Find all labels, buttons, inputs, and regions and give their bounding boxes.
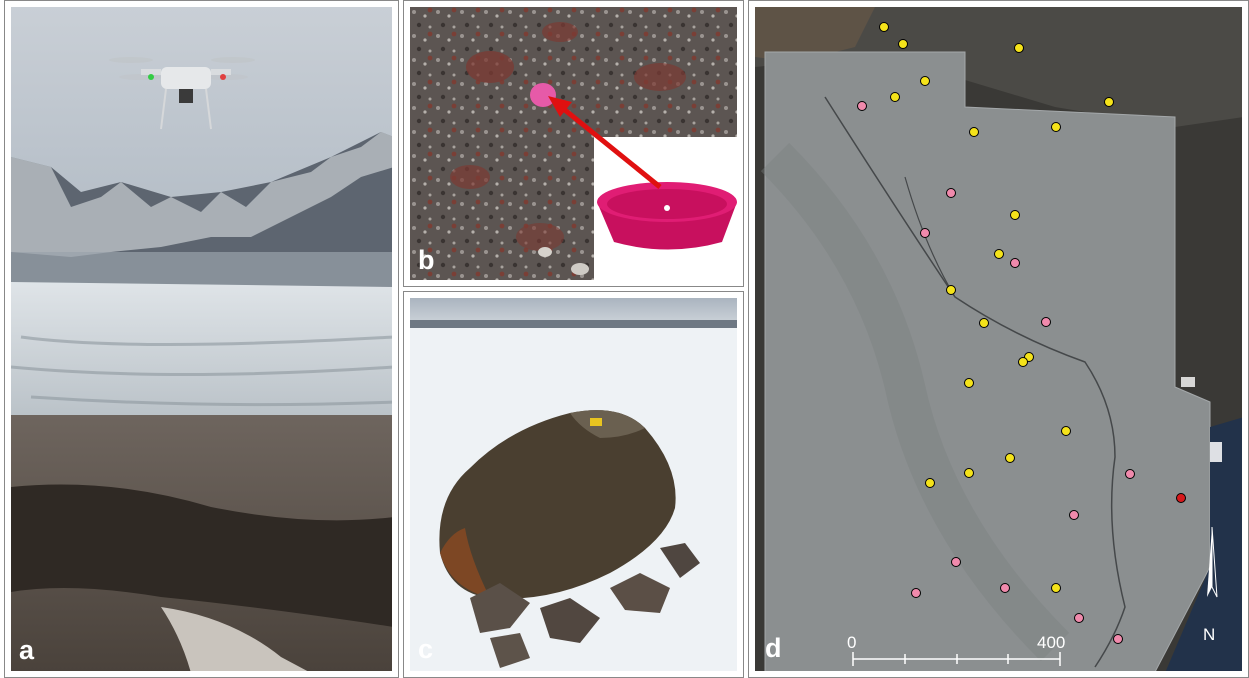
panel-label-d: d <box>765 633 782 663</box>
point-yellow <box>920 76 930 86</box>
point-yellow <box>946 285 956 295</box>
photo-drone-glacier: a <box>11 7 392 671</box>
point-yellow <box>1051 122 1061 132</box>
scale-bar <box>852 652 1061 666</box>
pink-points <box>857 101 1135 644</box>
point-pink <box>1074 613 1084 623</box>
ice-striations <box>11 335 392 407</box>
point-pink <box>1069 510 1079 520</box>
marker-photo-svg <box>410 7 737 280</box>
target-marker <box>530 83 556 107</box>
map-orthomosaic: N 0 400 d <box>755 7 1242 671</box>
boulder-photo-svg <box>410 298 737 671</box>
panel-c: c <box>403 291 744 678</box>
meltwater-channel <box>824 96 1126 668</box>
drone-photo-svg <box>11 7 392 671</box>
panel-d: N 0 400 d <box>748 0 1249 678</box>
drone <box>109 57 255 130</box>
point-yellow <box>1010 210 1020 220</box>
boulder <box>439 410 676 599</box>
arrow-head <box>548 96 572 117</box>
sea <box>1165 417 1242 671</box>
point-pink <box>1000 583 1010 593</box>
panel-label-c: c <box>418 634 434 664</box>
yellow-points <box>879 22 1114 593</box>
meltwater-stream <box>161 607 308 671</box>
glacier-mosaic <box>765 52 1210 671</box>
point-pink <box>1113 634 1123 644</box>
glacier-ice <box>11 282 392 422</box>
point-yellow <box>1061 426 1071 436</box>
point-yellow <box>1014 43 1024 53</box>
point-pink <box>946 188 956 198</box>
distant-horizon <box>410 320 737 330</box>
point-red <box>1176 493 1186 503</box>
point-yellow <box>969 127 979 137</box>
panel-b: b <box>403 0 744 287</box>
point-yellow <box>1051 583 1061 593</box>
scale-label-end: 400 <box>1037 633 1065 652</box>
point-yellow <box>964 468 974 478</box>
north-label: N <box>1203 625 1215 644</box>
map-svg: N 0 400 <box>755 7 1242 671</box>
point-pink <box>1041 317 1051 327</box>
arrow-line <box>553 100 662 189</box>
snow-on-mountains <box>11 132 392 257</box>
photo-marker: b <box>410 7 737 280</box>
scale-label-start: 0 <box>847 633 856 652</box>
point-yellow <box>1104 97 1114 107</box>
point-yellow <box>925 478 935 488</box>
pink-tray <box>597 182 737 250</box>
point-pink <box>911 588 921 598</box>
point-yellow <box>890 92 900 102</box>
point-pink <box>920 228 930 238</box>
north-arrow-icon <box>1207 526 1218 598</box>
photo-boulder: c <box>410 298 737 671</box>
point-yellow <box>994 249 1004 259</box>
point-yellow <box>979 318 989 328</box>
point-yellow <box>1018 357 1028 367</box>
point-pink <box>1125 469 1135 479</box>
point-pink <box>1010 258 1020 268</box>
ice-cliff <box>11 484 392 627</box>
panel-label-a: a <box>19 635 35 665</box>
point-yellow <box>1005 453 1015 463</box>
point-pink <box>951 557 961 567</box>
point-yellow <box>898 39 908 49</box>
yellow-object <box>590 418 602 426</box>
point-yellow <box>964 378 974 388</box>
point-yellow <box>879 22 889 32</box>
panel-label-b: b <box>418 245 435 275</box>
point-pink <box>857 101 867 111</box>
panel-a: a <box>4 0 399 678</box>
